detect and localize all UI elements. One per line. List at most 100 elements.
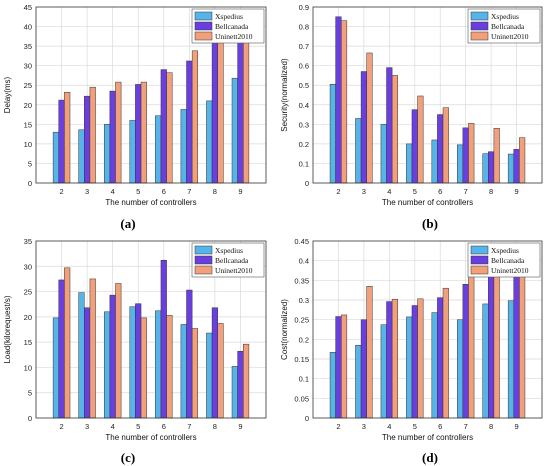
legend-label-xspedius: Xspedius [491, 12, 519, 21]
bar-uninett2010-8 [217, 26, 224, 184]
legend-swatch-uninett2010 [470, 31, 489, 41]
bar-bellcanada-2 [58, 99, 65, 184]
bar-uninett2010-2 [340, 314, 348, 419]
x-tick-label: 6 [162, 187, 166, 196]
legend-swatch-bellcanada [194, 21, 213, 31]
x-tick-label: 7 [464, 187, 468, 196]
y-tick-label: 0.7 [299, 42, 309, 51]
x-tick-label: 5 [413, 422, 417, 431]
y-tick-label: 20 [24, 313, 32, 322]
chart-panel-b: 0 0.1 0.2 0.3 0.4 0.5 0.6 0.7 0.8 0.9 2 3 4 5 6 7 8 9 The … [280, 3, 543, 231]
x-axis-label: The number of controllers [382, 198, 473, 207]
y-tick-label: 25 [24, 81, 32, 90]
x-tick-label: 8 [213, 422, 217, 431]
y-tick-label: 30 [24, 262, 32, 271]
x-tick-label: 7 [187, 422, 191, 431]
x-tick-label: 8 [489, 187, 493, 196]
bar-uninett2010-5 [140, 317, 147, 419]
bar-bellcanada-6 [437, 114, 444, 184]
x-tick-label: 6 [438, 187, 442, 196]
legend-swatch-bellcanada [470, 21, 489, 31]
bar-bellcanada-4 [109, 294, 116, 419]
bar-uninett2010-7 [468, 123, 475, 184]
bar-xspedius-4 [103, 311, 111, 419]
x-tick-label: 3 [85, 422, 89, 431]
legend-label-uninett2010: Uninett2010 [215, 266, 253, 275]
y-tick-label: 0.3 [299, 296, 309, 305]
bar-xspedius-3 [355, 118, 362, 184]
y-tick-label: 0.45 [294, 237, 309, 246]
x-tick-label: 6 [438, 422, 442, 431]
y-tick-label: 0.25 [294, 316, 309, 325]
y-tick-label: 0.4 [299, 101, 309, 110]
y-tick-label: 0 [28, 414, 32, 423]
bar-uninett2010-8 [493, 127, 500, 184]
bar-bellcanada-2 [335, 316, 342, 419]
bar-xspedius-6 [431, 139, 438, 184]
x-axis-label: The number of controllers [105, 198, 196, 207]
bar-xspedius-2 [329, 352, 336, 419]
bar-xspedius-7 [180, 324, 187, 419]
bar-bellcanada-3 [84, 95, 91, 184]
x-tick-label: 7 [464, 422, 468, 431]
bar-xspedius-9 [231, 366, 238, 419]
y-tick-label: 45 [24, 3, 32, 12]
bar-uninett2010-5 [417, 95, 424, 184]
y-tick-label: 0.4 [299, 257, 309, 266]
plot-frame [312, 240, 543, 419]
y-tick-label: 10 [24, 363, 32, 372]
y-axis-label: Load(kilorequest/s) [3, 295, 12, 363]
bar-bellcanada-6 [160, 259, 167, 419]
x-tick-label: 2 [336, 187, 340, 196]
bar-xspedius-8 [206, 332, 213, 419]
bar-uninett2010-9 [519, 260, 526, 419]
panel-caption: (c) [121, 450, 135, 465]
y-axis-label: Delay(ms) [3, 76, 12, 113]
bar-uninett2010-3 [366, 285, 373, 419]
bar-uninett2010-8 [493, 260, 500, 419]
y-tick-label: 15 [24, 338, 32, 347]
bar-bellcanada-7 [462, 284, 469, 419]
x-tick-label: 2 [59, 422, 63, 431]
x-tick-label: 4 [387, 187, 391, 196]
plot-frame [35, 240, 267, 419]
x-tick-label: 3 [362, 187, 366, 196]
bar-xspedius-6 [155, 310, 162, 419]
y-tick-label: 0 [305, 179, 309, 188]
y-tick-label: 0.1 [299, 375, 309, 384]
x-tick-label: 4 [387, 422, 391, 431]
x-tick-label: 9 [238, 422, 242, 431]
bar-xspedius-9 [507, 300, 515, 419]
legend-swatch-uninett2010 [194, 31, 213, 41]
x-tick-label: 9 [514, 187, 518, 196]
bar-bellcanada-9 [513, 260, 520, 419]
legend-swatch-uninett2010 [470, 265, 489, 275]
bar-xspedius-7 [180, 109, 187, 184]
legend-swatch-bellcanada [470, 255, 489, 265]
x-axis-label: The number of controllers [105, 433, 196, 442]
bar-uninett2010-6 [442, 287, 449, 419]
bar-bellcanada-2 [58, 279, 65, 419]
bar-xspedius-8 [482, 153, 489, 184]
legend-swatch-xspedius [194, 11, 213, 21]
bar-bellcanada-9 [237, 350, 244, 419]
bar-xspedius-3 [355, 344, 362, 419]
bar-xspedius-6 [155, 115, 162, 184]
bar-bellcanada-5 [135, 84, 142, 184]
legend-swatch-uninett2010 [194, 265, 213, 275]
legend-label-uninett2010: Uninett2010 [491, 266, 529, 275]
y-tick-label: 0.05 [294, 394, 309, 403]
y-tick-label: 20 [24, 101, 32, 110]
x-tick-label: 8 [213, 187, 217, 196]
bar-xspedius-4 [380, 124, 387, 184]
bar-xspedius-5 [406, 143, 413, 184]
y-tick-label: 0.1 [299, 159, 309, 168]
bar-xspedius-5 [129, 306, 136, 419]
legend-label-bellcanada: Bellcanada [491, 22, 525, 31]
bar-bellcanada-6 [437, 297, 444, 419]
bar-bellcanada-2 [335, 16, 342, 184]
x-tick-label: 5 [136, 422, 140, 431]
y-tick-label: 10 [24, 140, 32, 149]
